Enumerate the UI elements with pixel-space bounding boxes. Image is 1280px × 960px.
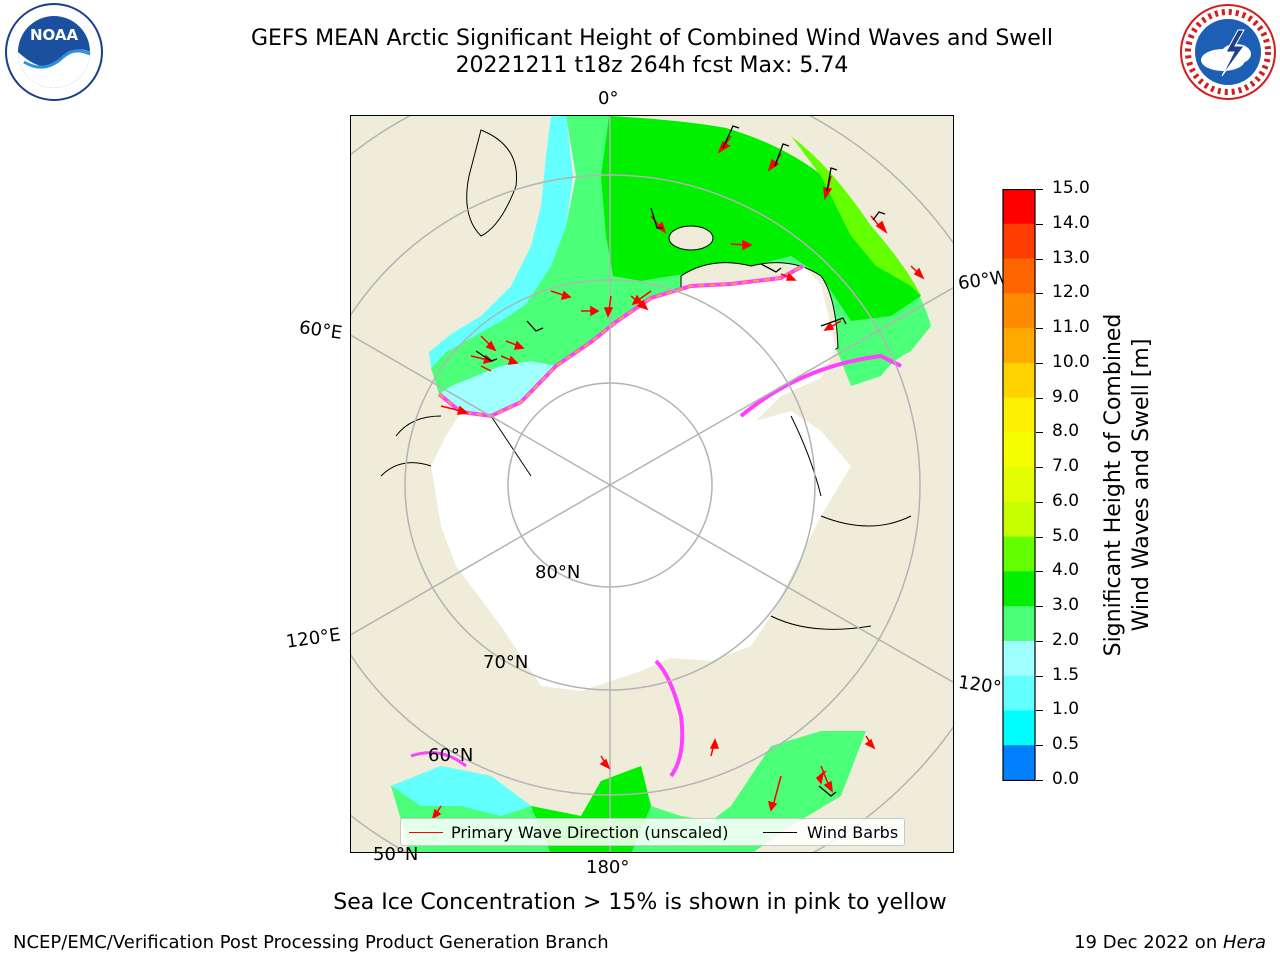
colorbar-segment bbox=[1003, 432, 1035, 468]
ocean-wave-core bbox=[601, 116, 921, 321]
ice-edge-bering bbox=[654, 659, 685, 778]
colorbar-tick-label: 14.0 bbox=[1052, 212, 1090, 233]
colorbar-tick-mark bbox=[1036, 397, 1043, 399]
colorbar-tick-label: 5.0 bbox=[1052, 525, 1080, 546]
plot-title: GEFS MEAN Arctic Significant Height of C… bbox=[250, 26, 1054, 51]
colorbar-segment bbox=[1003, 501, 1035, 538]
colorbar-segment bbox=[1003, 675, 1035, 711]
colorbar-segment bbox=[1003, 258, 1035, 294]
colorbar-segment bbox=[1003, 606, 1035, 642]
wind-barbs bbox=[475, 125, 886, 797]
colorbar-segment bbox=[1003, 536, 1035, 572]
colorbar-tick-label: 0.0 bbox=[1052, 769, 1080, 789]
colorbar-tick-mark bbox=[1036, 223, 1043, 225]
scandinavia bbox=[466, 129, 518, 237]
lon-label-180: 180° bbox=[586, 857, 630, 878]
ice-edge-baffin bbox=[739, 353, 902, 418]
colorbar-tick-label: 10.0 bbox=[1052, 351, 1090, 372]
colorbar-tick-mark bbox=[1036, 571, 1043, 573]
colorbar-tick-mark bbox=[1036, 258, 1043, 260]
lon-label-120e: 120°E bbox=[284, 624, 342, 653]
colorbar-tick-mark bbox=[1036, 536, 1043, 538]
colorbar-tick-mark bbox=[1036, 640, 1043, 642]
colorbar-tick-label: 2.0 bbox=[1052, 629, 1080, 650]
colorbar-tick-label: 8.0 bbox=[1052, 421, 1080, 442]
colorbar-segment bbox=[1003, 293, 1035, 329]
colorbar bbox=[1002, 188, 1036, 785]
colorbar-tick-label: 0.5 bbox=[1052, 734, 1080, 755]
colorbar-segment bbox=[1003, 223, 1035, 260]
arctic-wave-map bbox=[350, 115, 954, 853]
colorbar-tick-mark bbox=[1036, 745, 1043, 747]
legend-label-barbs: Wind Barbs bbox=[807, 823, 899, 842]
colorbar-tick-label: 3.0 bbox=[1052, 595, 1080, 616]
colorbar-segment bbox=[1003, 745, 1035, 781]
colorbar-tick-label: 9.0 bbox=[1052, 386, 1080, 407]
ocean-wave-max bbox=[791, 136, 921, 296]
colorbar-segment bbox=[1003, 467, 1035, 503]
colorbar-tick-mark bbox=[1036, 432, 1043, 434]
colorbar-segment bbox=[1003, 189, 1035, 225]
colorbar-tick-mark bbox=[1036, 362, 1043, 364]
legend-swatch-wave bbox=[409, 832, 443, 833]
plot-subtitle: 20221211 t18z 264h fcst Max: 5.74 bbox=[455, 53, 849, 78]
lat-label-80n: 80°N bbox=[535, 562, 581, 583]
noaa-logo-text: NOAA bbox=[30, 26, 79, 44]
ocean-pacific-cyan bbox=[391, 766, 531, 816]
colorbar-tick-mark bbox=[1036, 293, 1043, 295]
legend-label-wave: Primary Wave Direction (unscaled) bbox=[451, 823, 729, 842]
colorbar-tick-label: 13.0 bbox=[1052, 247, 1090, 268]
colorbar-segment bbox=[1003, 571, 1035, 607]
ice-edge-okhotsk bbox=[410, 751, 467, 768]
credit-machine: Hera bbox=[1222, 932, 1266, 953]
colorbar-tick-mark bbox=[1036, 328, 1043, 330]
lat-label-50n: 50°N bbox=[373, 844, 419, 865]
colorbar-tick-label: 12.0 bbox=[1052, 282, 1090, 303]
credit-date: 19 Dec 2022 on Hera bbox=[1074, 932, 1266, 953]
map-legend: Primary Wave Direction (unscaled) Wind B… bbox=[400, 818, 905, 846]
sea-ice-note: Sea Ice Concentration > 15% is shown in … bbox=[333, 890, 947, 915]
lat-label-70n: 70°N bbox=[483, 652, 529, 673]
colorbar-tick-label: 15.0 bbox=[1052, 178, 1090, 198]
colorbar-tick-mark bbox=[1036, 189, 1043, 190]
colorbar-tick-mark bbox=[1036, 606, 1043, 608]
credit-date-text: 19 Dec 2022 on bbox=[1074, 932, 1223, 953]
primary-wave-arrows bbox=[431, 135, 925, 820]
colorbar-tick-label: 7.0 bbox=[1052, 456, 1080, 477]
colorbar-segment bbox=[1003, 328, 1035, 364]
colorbar-frame bbox=[1002, 188, 1036, 782]
ice-edge-atlantic-outer bbox=[438, 265, 804, 418]
colorbar-tick-label: 4.0 bbox=[1052, 560, 1080, 581]
colorbar-tick-mark bbox=[1036, 501, 1043, 503]
colorbar-tick-label: 1.5 bbox=[1052, 664, 1080, 685]
graticule bbox=[351, 116, 953, 852]
lon-label-60e: 60°E bbox=[297, 317, 344, 344]
colorbar-segment bbox=[1003, 397, 1035, 433]
sea-ice-region bbox=[431, 266, 851, 691]
colorbar-tick-mark bbox=[1036, 780, 1043, 781]
ocean-cyan-band bbox=[429, 116, 573, 368]
colorbar-label-line2: Wind Waves and Swell [m] bbox=[1129, 338, 1154, 632]
colorbar-segment bbox=[1003, 362, 1035, 399]
colorbar-segment bbox=[1003, 710, 1035, 746]
legend-swatch-barbs bbox=[763, 832, 797, 833]
colorbar-label-line1: Significant Height of Combined bbox=[1101, 313, 1126, 657]
nws-logo bbox=[1178, 2, 1278, 102]
colorbar-tick-mark bbox=[1036, 467, 1043, 469]
colorbar-tick-mark bbox=[1036, 710, 1043, 712]
colorbar-tick-label: 1.0 bbox=[1052, 699, 1080, 720]
lon-label-0: 0° bbox=[598, 88, 619, 109]
iceland bbox=[668, 225, 714, 251]
colorbar-tick-mark bbox=[1036, 675, 1043, 677]
credit-branch: NCEP/EMC/Verification Post Processing Pr… bbox=[13, 932, 609, 953]
colorbar-tick-label: 6.0 bbox=[1052, 490, 1080, 511]
colorbar-segment bbox=[1003, 640, 1035, 677]
lat-label-60n: 60°N bbox=[428, 745, 474, 766]
noaa-logo: NOAA bbox=[4, 2, 104, 102]
colorbar-tick-label: 11.0 bbox=[1052, 317, 1090, 338]
